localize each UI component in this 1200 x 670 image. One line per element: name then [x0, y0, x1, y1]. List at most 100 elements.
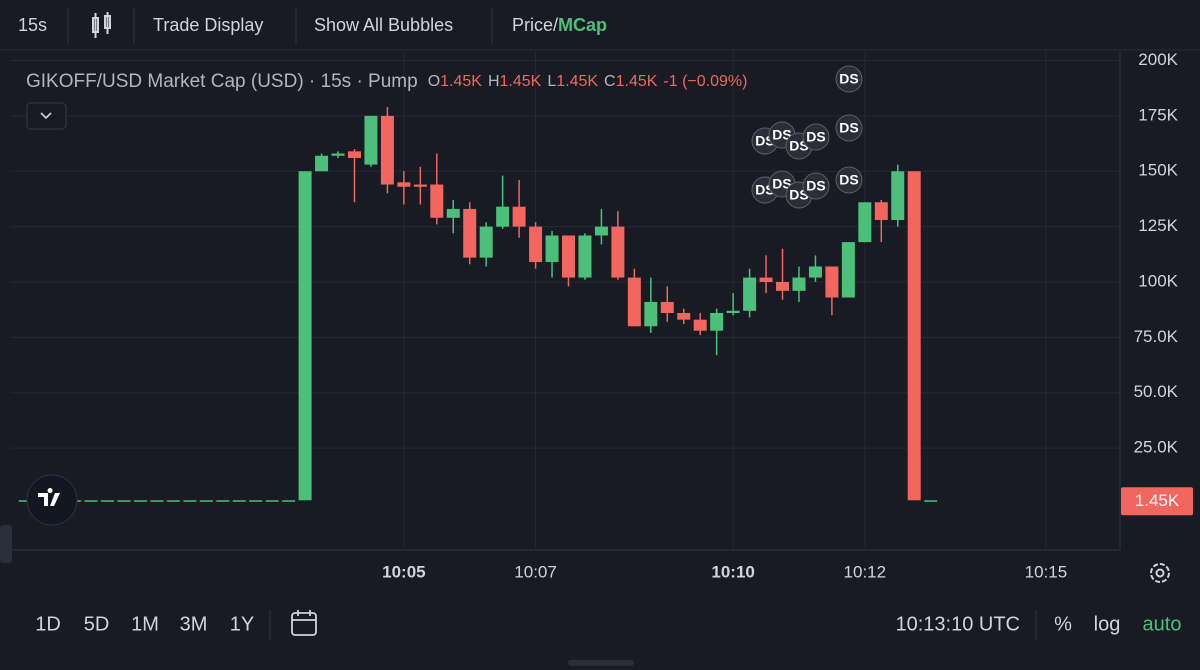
legend-title: GIKOFF/USD Market Cap (USD) · 15s · Pump — [26, 71, 418, 92]
bubble-label: DS — [839, 71, 858, 87]
settings[interactable] — [1150, 563, 1170, 583]
log-toggle[interactable]: log — [1094, 613, 1121, 635]
l-value: 1.45K — [556, 73, 598, 90]
candle-icon[interactable] — [92, 12, 111, 38]
candle-body — [282, 500, 296, 502]
candle-body — [413, 184, 427, 187]
candle-body — [792, 277, 806, 291]
show-bubbles[interactable]: Show All Bubbles — [314, 15, 453, 35]
side-handle[interactable] — [0, 525, 12, 563]
y-tick-label: 200K — [1138, 50, 1178, 69]
price[interactable]: Price — [512, 15, 553, 35]
candle-body — [249, 500, 263, 502]
candle-body — [216, 500, 230, 502]
candle-body — [693, 319, 707, 331]
candle-body — [183, 500, 197, 502]
bubble-label: DS — [839, 172, 858, 188]
candle-body — [331, 153, 345, 156]
range-button[interactable]: 1D — [35, 613, 61, 635]
candle-body — [644, 301, 658, 327]
candle-body — [660, 301, 674, 314]
y-tick-label: 100K — [1138, 271, 1178, 290]
bubble-label: DS — [806, 178, 825, 194]
candle-body — [380, 115, 394, 185]
candle-body — [726, 310, 740, 314]
h-value: 1.45K — [500, 73, 542, 90]
bubble-label: DS — [806, 129, 825, 145]
y-tick-label: 25.0K — [1134, 438, 1179, 457]
bubble — [835, 166, 863, 194]
candle-body — [496, 206, 510, 227]
range-button[interactable]: 1Y — [230, 613, 254, 635]
candle-body — [315, 155, 329, 172]
candle-body — [594, 226, 608, 236]
auto-toggle[interactable]: auto — [1143, 613, 1182, 635]
ranges: 1D 5D 1M 3M 1Y — [35, 613, 254, 635]
candle-body — [907, 171, 921, 501]
candle-body — [199, 500, 213, 502]
candle-body — [858, 202, 872, 243]
price-toggle[interactable]: Price/MCap — [512, 15, 607, 35]
legend: GIKOFF/USD Market Cap (USD) · 15s · Pump… — [26, 71, 747, 92]
range-button[interactable]: 3M — [180, 613, 208, 635]
y-tick-label: 150K — [1138, 161, 1178, 180]
candle-body — [101, 500, 115, 502]
candle-body — [776, 281, 790, 291]
y-tick-label: 175K — [1138, 105, 1178, 124]
l-label: L — [547, 73, 556, 90]
y-tick-label: 75.0K — [1134, 327, 1179, 346]
candle-body — [611, 226, 625, 278]
candle-body — [924, 500, 938, 502]
candle-body — [117, 500, 131, 502]
mcap[interactable]: MCap — [558, 15, 607, 35]
candle-body — [133, 500, 147, 502]
candle-body — [84, 500, 98, 502]
bubble — [835, 65, 863, 93]
clock: 10:13:10 UTC — [895, 613, 1020, 635]
bubble — [835, 114, 863, 142]
range-button[interactable]: 1M — [131, 613, 159, 635]
bubble-label: DS — [772, 176, 791, 192]
candle-body — [578, 235, 592, 278]
x-tick-label: 10:15 — [1025, 562, 1068, 581]
o-value: 1.45K — [440, 73, 482, 90]
bubble — [802, 172, 830, 200]
candle-body — [808, 266, 822, 278]
range-button[interactable]: 5D — [84, 613, 110, 635]
date-range-icon[interactable] — [291, 610, 317, 636]
candle-body — [347, 151, 361, 158]
candle-body — [397, 182, 411, 187]
x-tick-label: 10:05 — [382, 562, 425, 581]
candle-body — [430, 184, 444, 218]
candle-body — [841, 242, 855, 298]
candle-body — [446, 208, 460, 218]
collapse-button[interactable] — [26, 102, 67, 130]
x-tick-label: 10:07 — [514, 562, 557, 581]
candle-body — [562, 235, 575, 278]
candle-body — [265, 500, 279, 502]
x-tick-label: 10:12 — [844, 562, 887, 581]
y-tick-label: 125K — [1138, 216, 1178, 235]
bubble — [802, 123, 830, 151]
bubble-label: DS — [772, 127, 791, 143]
candle-body — [891, 171, 905, 220]
chevron — [40, 112, 52, 120]
candle-body — [874, 202, 888, 220]
grid — [10, 50, 1120, 550]
trade-display[interactable]: Trade Display — [153, 15, 263, 35]
percent-toggle[interactable]: % — [1054, 613, 1072, 635]
interval[interactable]: 15s — [18, 15, 47, 35]
bubble-label: DS — [839, 120, 858, 136]
o-label: O — [428, 73, 440, 90]
candle-body — [529, 226, 543, 263]
change: -1 (−0.09%) — [663, 73, 747, 90]
c-label: C — [604, 73, 616, 90]
logo[interactable] — [26, 474, 78, 526]
last-price-tag — [1121, 487, 1193, 516]
candle-body — [677, 313, 691, 320]
candle-body — [710, 313, 724, 331]
candle-body — [150, 500, 164, 502]
